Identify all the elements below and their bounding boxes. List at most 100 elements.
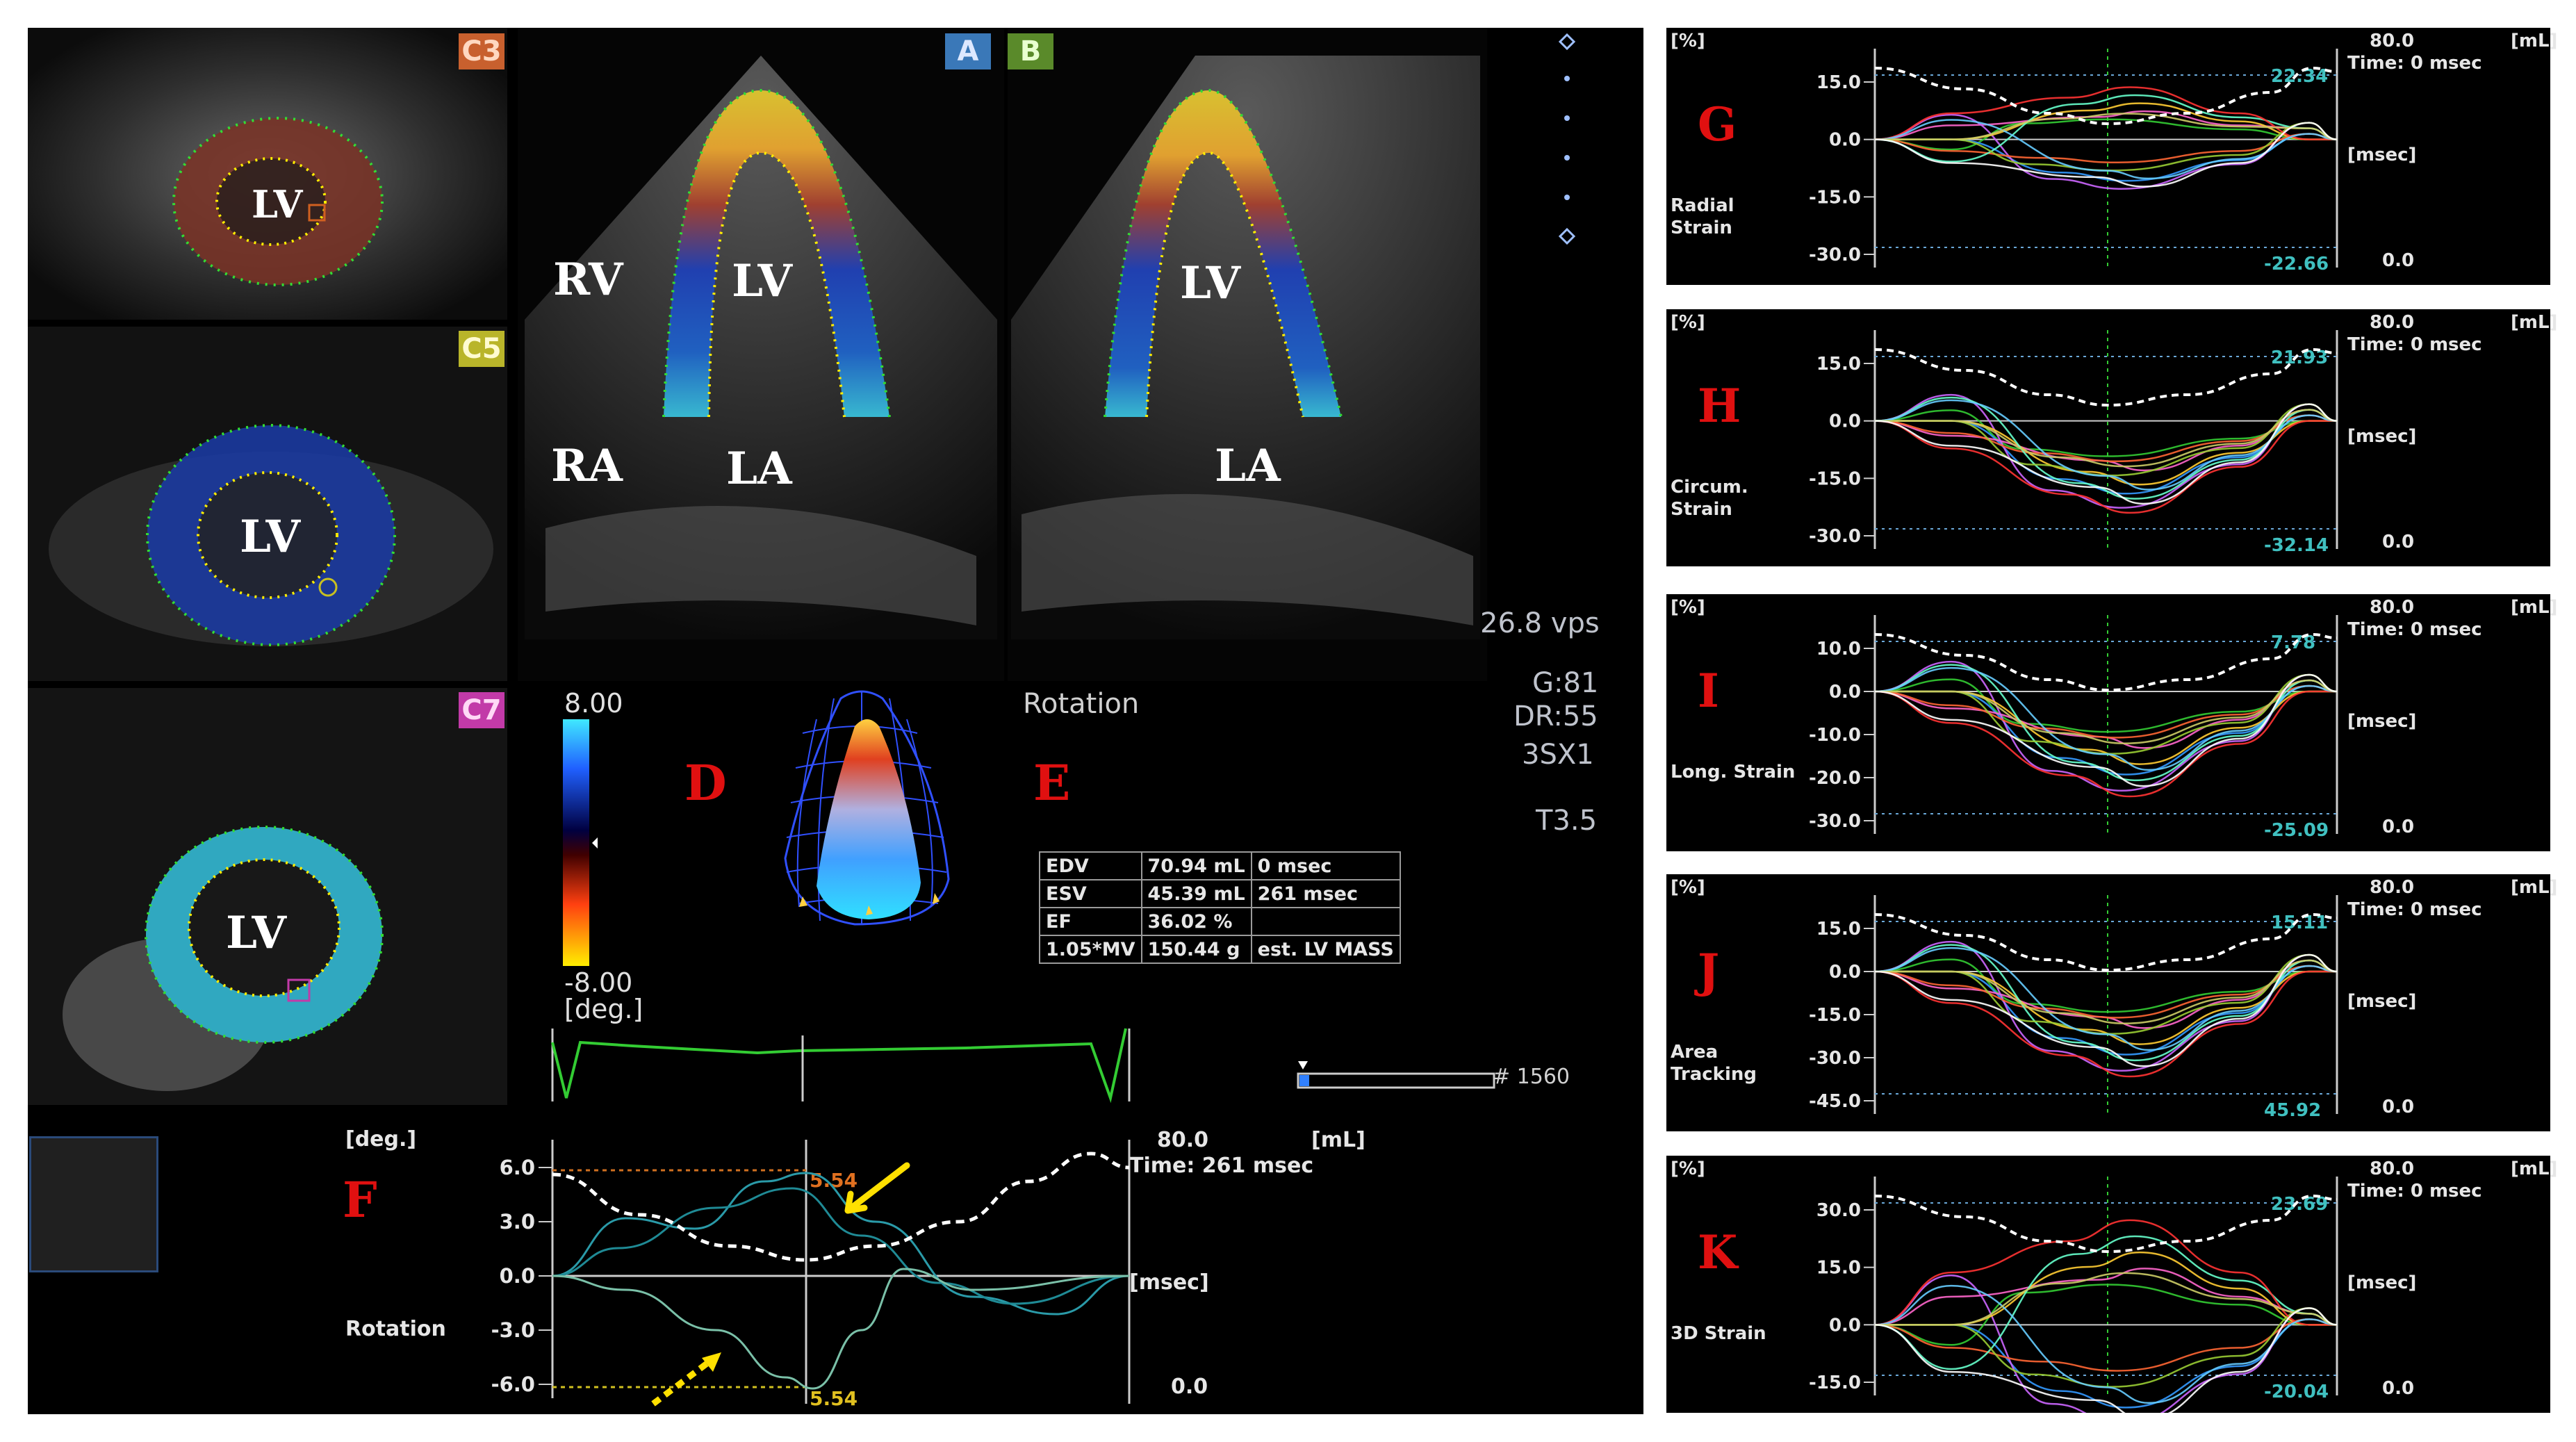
lv-label-c5: LV [240, 511, 301, 563]
peak-min-label: -20.04 [2264, 1382, 2329, 1402]
lv-label-a: LV [732, 255, 793, 307]
vps-readout: 26.8 vps [1480, 607, 1600, 639]
segment-curve [1874, 1284, 2337, 1346]
frame-slider[interactable] [1293, 1060, 1501, 1101]
arrow-solid [844, 1162, 910, 1214]
segment-curve [1875, 685, 2338, 776]
strain-graph[interactable]: 30.015.00.0-15.023.69-20.04 [1785, 1156, 2396, 1413]
segment-curve [1874, 409, 2337, 457]
strain-tick-label: -20.0 [1809, 768, 1861, 789]
rv-label: RV [553, 254, 623, 306]
short-axis-c5-view[interactable] [28, 327, 507, 681]
segment-curve [1874, 1268, 2338, 1326]
view-b-tag[interactable]: B [1008, 33, 1053, 69]
strain-y-unit: [%] [1671, 877, 1705, 898]
strain-tick-label: 10.0 [1816, 639, 1861, 659]
strain-time: Time: 0 msec [2347, 334, 2482, 355]
segment-curve [1874, 953, 2338, 1067]
strain-tick-label: 15.0 [1816, 72, 1861, 93]
strain-tick-label: 30.0 [1816, 1200, 1861, 1221]
strain-panel[interactable]: [%] 80.0 [mL] Time: 0 msec [msec] 0.0 K 3D Stra… [1666, 1156, 2557, 1413]
table-cell: 1.05*MV [1039, 935, 1142, 964]
apical-view-b[interactable] [1008, 28, 1487, 681]
panel-letter: G [1698, 97, 1737, 151]
volume-curve [1874, 347, 2338, 407]
strain-tick-label: -30.0 [1809, 811, 1861, 832]
strain-right-unit: [mL] [2511, 312, 2558, 333]
strain-tick-label: 0.0 [1829, 411, 1861, 432]
strain-graph[interactable]: 10.0 0.0 -10.0 -20.0 -30.0 7.78 -25.09 [1785, 594, 2396, 851]
strain-y-unit: [%] [1671, 312, 1705, 333]
strain-panel[interactable]: [%] 80.0 [mL] Time: 0 msec [msec] 0.0 G Radial … [1666, 28, 2557, 285]
strain-tick-label: -15.0 [1809, 187, 1861, 208]
ecg-trace [551, 1028, 1131, 1104]
strain-tick-label: -15.0 [1809, 468, 1861, 489]
strain-right-top: 80.0 [2370, 877, 2415, 898]
strain-graph[interactable]: 15.00.0-15.0-30.021.93-32.14 [1785, 309, 2396, 566]
panel-letter-e: E [1033, 754, 1071, 812]
strain-tick-label: 0.0 [1829, 1315, 1861, 1336]
strain-graph[interactable]: 15.00.0-15.0-30.022.34-22.66 [1785, 28, 2396, 285]
strain-right-unit: [mL] [2511, 597, 2558, 618]
frame-counter: # 1560 [1493, 1065, 1570, 1089]
strain-panel[interactable]: [%] 80.0 [mL] Time: 0 msec [msec] 0.0 H Circum.… [1666, 309, 2557, 566]
la-label-b: LA [1215, 440, 1281, 492]
panel-letter: K [1698, 1225, 1738, 1279]
volume-table: EDV 70.94 mL 0 msec ESV 45.39 mL 261 msec EF… [1039, 851, 1401, 964]
strain-y-unit: [%] [1671, 31, 1705, 51]
strain-y-unit: [%] [1671, 1158, 1705, 1179]
probe-readout: 3SX1 [1522, 739, 1594, 771]
apical-view-a[interactable] [518, 28, 1004, 681]
segment-curve [1874, 399, 2338, 491]
table-cell: 70.94 mL [1140, 851, 1252, 880]
lv-3d-mesh-model[interactable] [764, 685, 973, 949]
strain-x-unit: [msec] [2347, 711, 2417, 732]
short-axis-c7-view[interactable] [28, 688, 507, 1105]
strain-right-top: 80.0 [2370, 312, 2415, 333]
view-a-tag[interactable]: A [945, 33, 991, 69]
strain-side-label: 3D Strain [1671, 1323, 1766, 1344]
rotation-tick-label: 6.0 [500, 1156, 535, 1179]
short-axis-c3-view[interactable] [28, 28, 507, 320]
rotation-x-unit: [msec] [1129, 1270, 1209, 1295]
table-cell [1250, 907, 1401, 936]
table-row: EF 36.02 % [1039, 907, 1401, 936]
strain-side-label: Radial Strain [1671, 195, 1734, 238]
strain-panel[interactable]: [%] 80.0 [mL] Time: 0 msec [msec] 0.0 I Long. S… [1666, 594, 2557, 851]
table-row: EDV 70.94 mL 0 msec [1039, 851, 1401, 880]
strain-right-top: 80.0 [2370, 1158, 2415, 1179]
segment-curve [1874, 414, 2338, 463]
strain-y-unit: [%] [1671, 597, 1705, 618]
strain-side-label: Long. Strain [1671, 762, 1796, 783]
segment-curve [1874, 94, 2338, 163]
strain-tick-label: -10.0 [1809, 725, 1861, 746]
c3-tag[interactable]: C3 [459, 33, 504, 69]
peak-max-label: 7.78 [2271, 632, 2315, 653]
strain-x-unit: [msec] [2347, 991, 2417, 1012]
strain-right-bottom: 0.0 [2382, 817, 2415, 837]
dr-readout: DR:55 [1513, 700, 1598, 732]
strain-right-bottom: 0.0 [2382, 532, 2415, 552]
segment-curve [1874, 965, 2338, 1019]
c7-tag[interactable]: C7 [459, 692, 504, 728]
table-cell: ESV [1039, 879, 1142, 908]
gain-readout: G:81 [1532, 667, 1599, 699]
strain-x-unit: [msec] [2347, 426, 2417, 447]
segment-curve [1874, 958, 2337, 1013]
panel-letter: H [1698, 379, 1741, 433]
segment-curve [1874, 690, 2337, 798]
segment-curve [1875, 113, 2338, 140]
segment-curve [1874, 1318, 2338, 1372]
thumbnail-preview[interactable] [29, 1136, 158, 1272]
strain-tick-label: 15.0 [1816, 1258, 1861, 1279]
strain-right-bottom: 0.0 [2382, 250, 2415, 271]
segment-curve [1874, 1284, 2338, 1404]
strain-right-bottom: 0.0 [2382, 1378, 2415, 1399]
segment-curve [1875, 1272, 2338, 1326]
rotation-graph[interactable]: 6.03.00.0-3.0-6.05.545.54 [486, 1133, 1133, 1411]
strain-tick-label: -45.0 [1809, 1091, 1861, 1112]
c5-tag[interactable]: C5 [459, 331, 504, 367]
strain-x-unit: [msec] [2347, 145, 2417, 165]
strain-panel[interactable]: [%] 80.0 [mL] Time: 0 msec [msec] 0.0 J Area Tr… [1666, 874, 2557, 1131]
